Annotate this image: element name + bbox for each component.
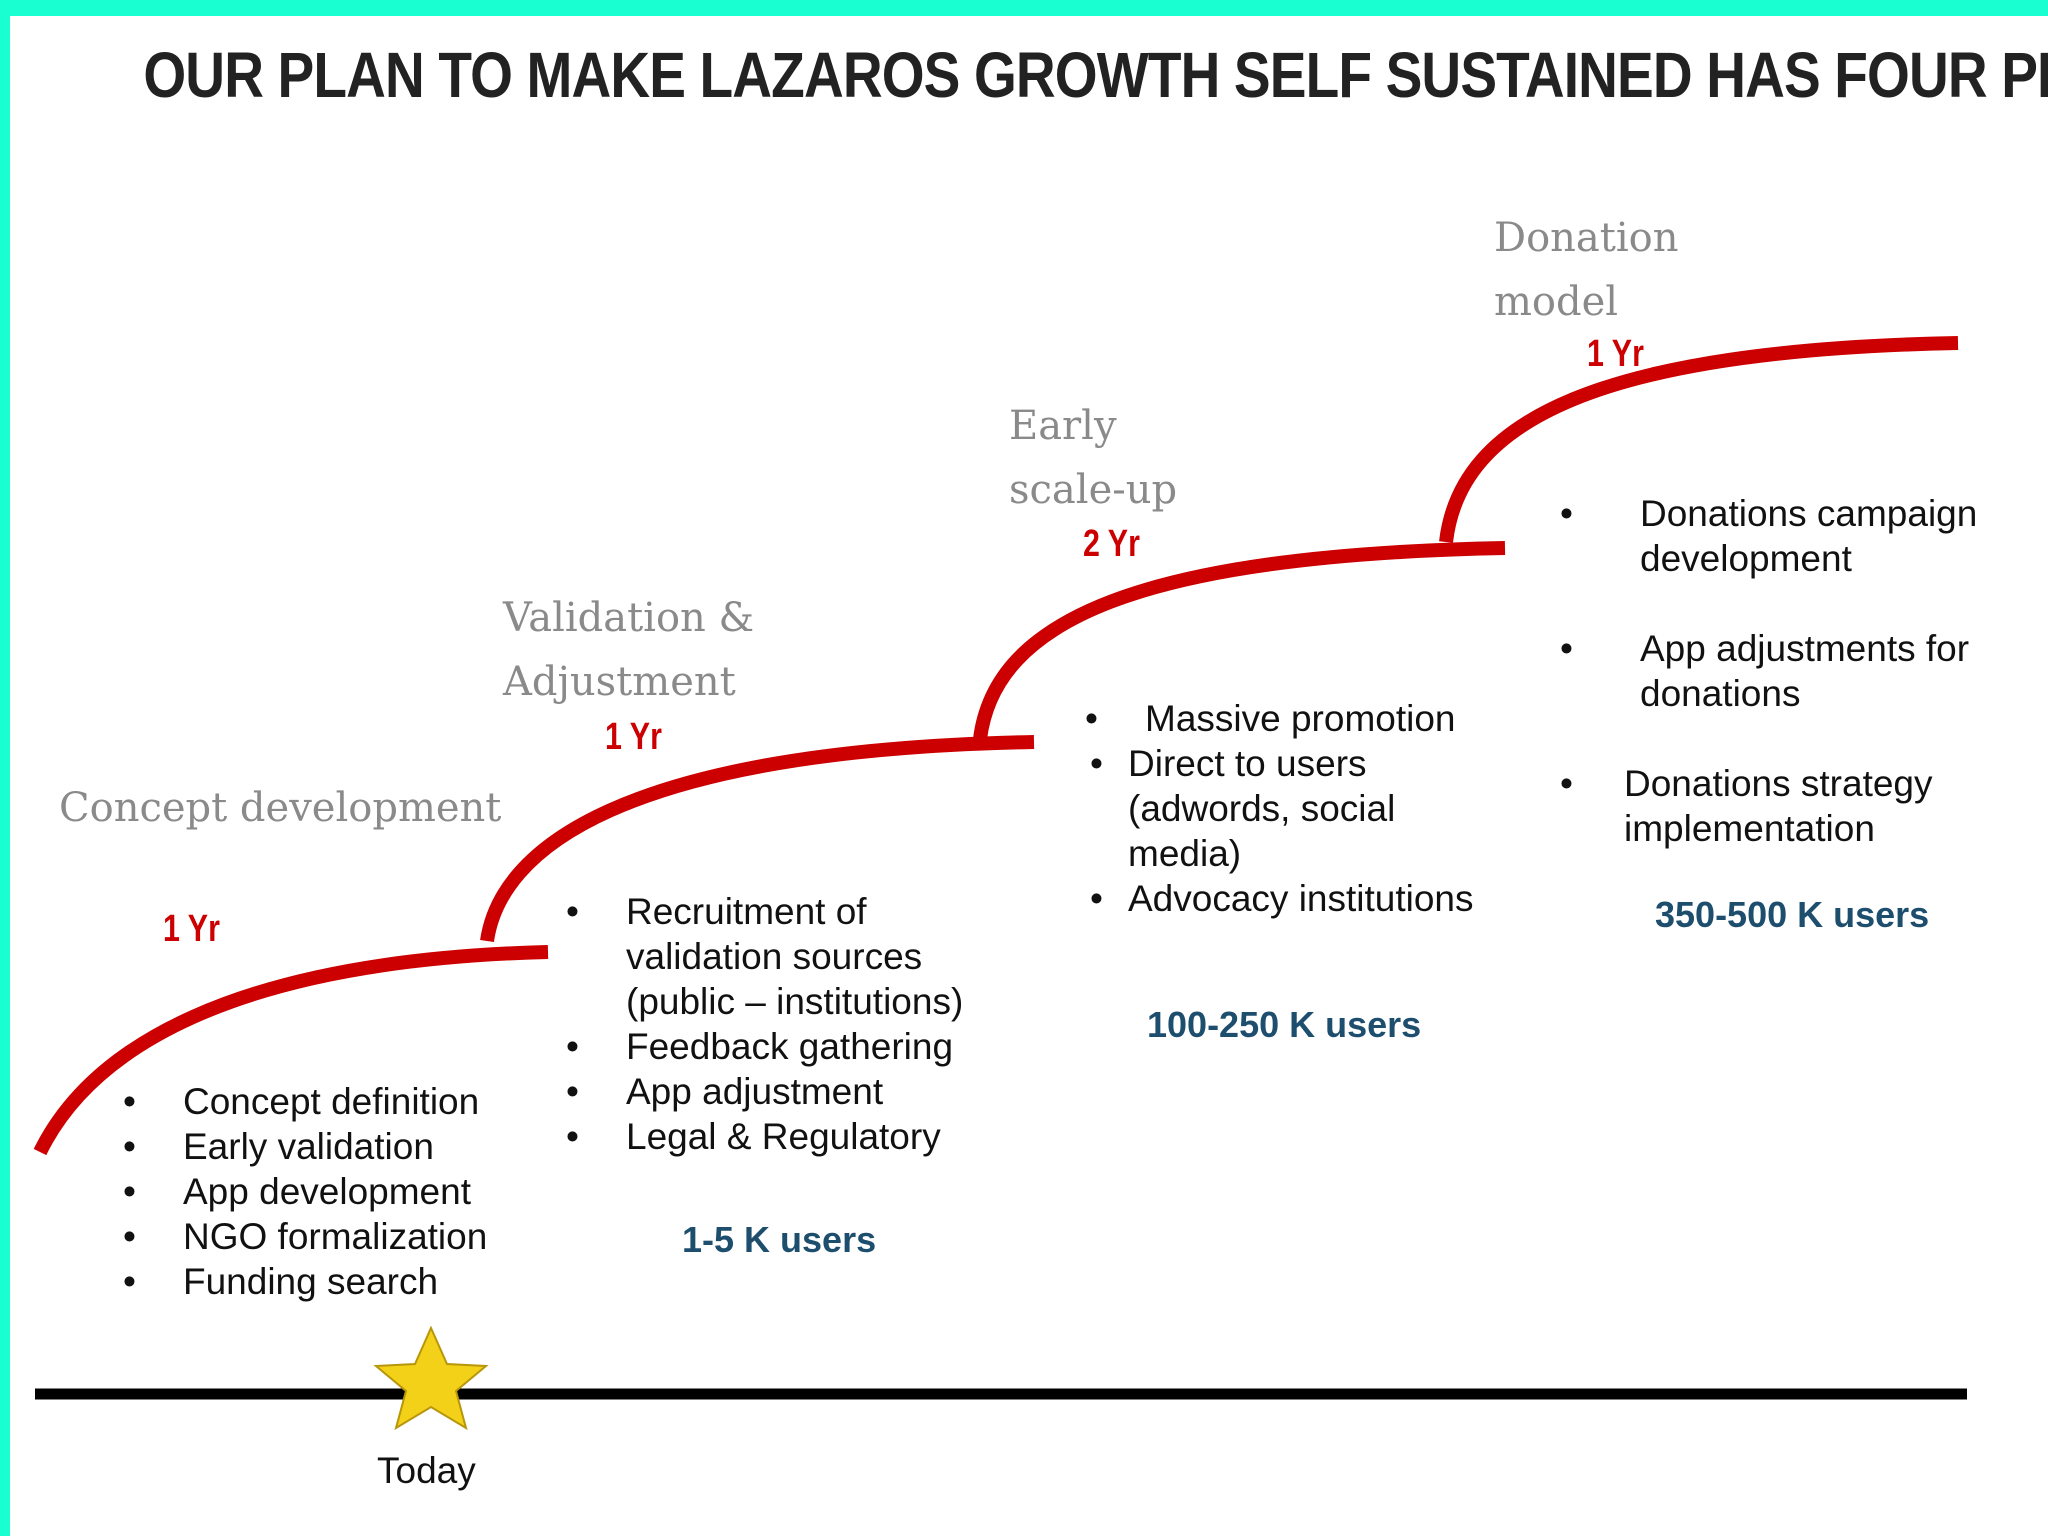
phase-2-duration: 1 Yr: [605, 716, 662, 758]
sub-bullet: Advocacy institutions: [1090, 876, 1490, 921]
phase-2-bullets: Recruitment of validation sources (publi…: [566, 889, 1006, 1159]
phase-3-curve: [973, 541, 1506, 740]
phase-3-duration: 2 Yr: [1083, 523, 1140, 565]
slide: OUR PLAN TO MAKE LAZAROS GROWTH SELF SUS…: [10, 16, 2048, 1536]
bullet: App adjustments for donations: [1560, 626, 2040, 716]
bullet: Recruitment of validation sources (publi…: [566, 889, 1006, 1024]
phase-4-duration: 1 Yr: [1587, 333, 1644, 375]
bullet: Funding search: [123, 1259, 543, 1304]
phase-4-curve: [1439, 336, 1959, 543]
star-icon: [373, 1325, 489, 1431]
phase-3-name: Early scale-up: [1009, 403, 1178, 513]
bullet: Massive promotion: [1085, 696, 1525, 741]
phase-1-curve: [33, 945, 549, 1156]
phase-3-sub-bullets: Direct to users (adwords, social media) …: [1090, 741, 1490, 921]
phase-1-bullets: Concept definition Early validation App …: [123, 1079, 543, 1304]
bullet: Early validation: [123, 1124, 543, 1169]
phase-1-duration: 1 Yr: [163, 908, 220, 950]
bullet: Legal & Regulatory: [566, 1114, 1006, 1159]
phase-2-curve: [480, 735, 1035, 943]
phase-2-name: Validation & Adjustment: [503, 595, 755, 705]
growth-diagram: [33, 336, 1967, 1431]
slide-title: OUR PLAN TO MAKE LAZAROS GROWTH SELF SUS…: [143, 39, 2048, 111]
phase-1-name: Concept development: [59, 785, 502, 831]
bullet: Donations strategy implementation: [1560, 761, 2040, 851]
sub-bullet: Direct to users (adwords, social media): [1090, 741, 1490, 876]
bullet: Donations campaign development: [1560, 491, 2040, 581]
phase-4-bullets: Donations campaign development App adjus…: [1560, 491, 2040, 896]
bullet: NGO formalization: [123, 1214, 543, 1259]
bullet: App development: [123, 1169, 543, 1214]
phase-4-name: Donation model: [1494, 215, 1679, 325]
bullet: Feedback gathering: [566, 1024, 1006, 1069]
phase-4-users: 350-500 K users: [1655, 894, 1930, 935]
phase-3-users: 100-250 K users: [1147, 1004, 1422, 1045]
bullet: Concept definition: [123, 1079, 543, 1124]
bullet: App adjustment: [566, 1069, 1006, 1114]
phase-3-bullets: Massive promotion: [1085, 696, 1525, 741]
phase-2-users: 1-5 K users: [682, 1219, 877, 1260]
today-label: Today: [377, 1450, 476, 1491]
